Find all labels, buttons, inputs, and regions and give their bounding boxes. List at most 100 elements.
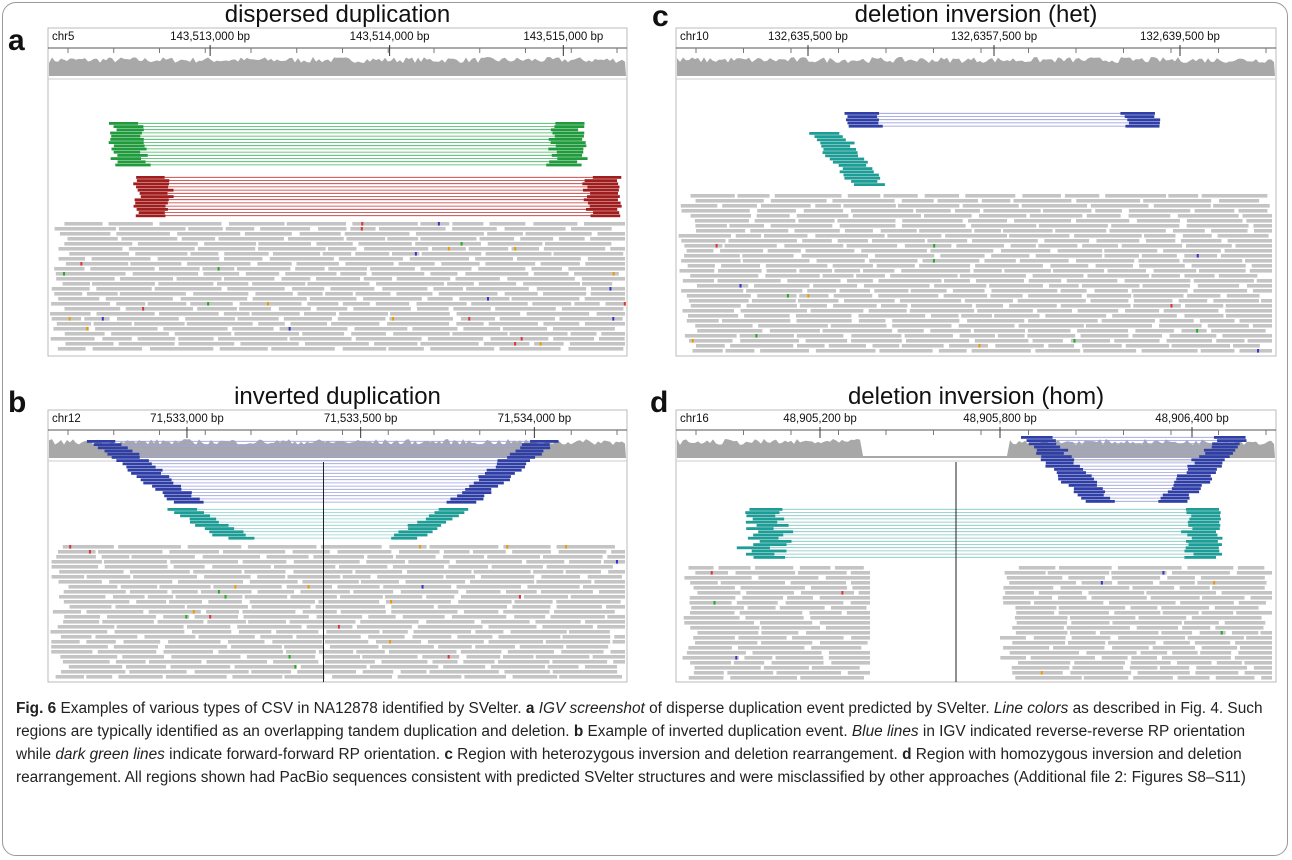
mismatch — [209, 615, 211, 619]
read — [107, 615, 156, 619]
pair-read — [849, 125, 883, 128]
pair-read — [1125, 115, 1155, 118]
read — [695, 324, 752, 328]
read — [791, 581, 847, 585]
read — [260, 635, 292, 639]
pair-read — [590, 205, 622, 208]
pair-read — [117, 154, 147, 157]
read — [1197, 581, 1266, 585]
read — [1248, 339, 1272, 343]
panel-title: inverted duplication — [234, 383, 441, 410]
read — [1208, 324, 1249, 328]
read — [690, 661, 731, 665]
read — [159, 585, 210, 589]
read — [613, 660, 625, 664]
read — [877, 264, 915, 268]
read — [164, 650, 213, 654]
read — [977, 309, 1033, 313]
read — [696, 199, 764, 203]
read — [102, 555, 130, 559]
read — [323, 655, 360, 659]
read — [170, 560, 238, 564]
pair-read — [1193, 553, 1221, 556]
read — [401, 590, 459, 594]
chromosome: chr12 — [52, 413, 81, 425]
read — [1133, 676, 1173, 680]
read — [1132, 289, 1188, 293]
read — [56, 555, 96, 559]
read — [195, 615, 238, 619]
read — [1217, 661, 1242, 665]
read — [1100, 631, 1159, 635]
read — [690, 274, 758, 278]
read — [1001, 249, 1050, 253]
read — [286, 650, 316, 654]
read — [1091, 204, 1149, 208]
read — [554, 252, 624, 256]
read — [851, 339, 902, 343]
read — [461, 650, 502, 654]
read — [1142, 349, 1198, 353]
read — [1253, 324, 1272, 328]
read — [1071, 339, 1110, 343]
read — [1144, 234, 1175, 238]
read — [339, 312, 388, 316]
read — [126, 307, 193, 311]
read — [1261, 299, 1272, 303]
read — [129, 670, 186, 674]
read — [1216, 339, 1244, 343]
read — [859, 314, 926, 318]
igv-frame — [48, 28, 627, 356]
read — [694, 586, 735, 590]
read — [744, 314, 790, 318]
mismatch — [461, 242, 463, 246]
read — [1089, 591, 1145, 595]
read — [591, 287, 625, 291]
pair-read — [1158, 500, 1187, 503]
read — [177, 232, 240, 236]
read — [690, 596, 736, 600]
read — [1226, 314, 1272, 318]
read — [689, 601, 731, 605]
read — [696, 229, 745, 233]
read — [1086, 324, 1152, 328]
caption-text: Line colors — [994, 700, 1068, 717]
read — [247, 655, 315, 659]
read — [1193, 289, 1247, 293]
read — [1137, 626, 1178, 630]
pair-read — [749, 508, 782, 511]
pair-read — [1191, 458, 1224, 461]
read — [554, 610, 615, 614]
mismatch — [1041, 671, 1043, 675]
pair-read — [520, 446, 550, 449]
pair-read — [590, 192, 618, 195]
read — [429, 670, 498, 674]
read — [1254, 666, 1272, 670]
read — [1237, 571, 1272, 575]
read — [998, 334, 1025, 338]
read — [1031, 656, 1095, 660]
read — [1125, 309, 1159, 313]
read — [316, 605, 385, 609]
read — [503, 610, 549, 614]
read — [1187, 219, 1243, 223]
read — [457, 585, 522, 589]
read — [532, 302, 571, 306]
read — [761, 641, 812, 645]
read — [1048, 571, 1110, 575]
read — [60, 655, 117, 659]
read — [1071, 621, 1109, 625]
read — [1172, 344, 1231, 348]
read — [1072, 666, 1123, 670]
read — [301, 665, 367, 669]
read — [746, 304, 796, 308]
read — [1018, 299, 1086, 303]
read — [916, 209, 951, 213]
pair-read — [1074, 490, 1105, 493]
read — [607, 615, 625, 619]
pair-read — [1186, 508, 1219, 511]
read — [363, 670, 394, 674]
read — [175, 332, 232, 336]
read — [750, 229, 788, 233]
read — [550, 615, 604, 619]
